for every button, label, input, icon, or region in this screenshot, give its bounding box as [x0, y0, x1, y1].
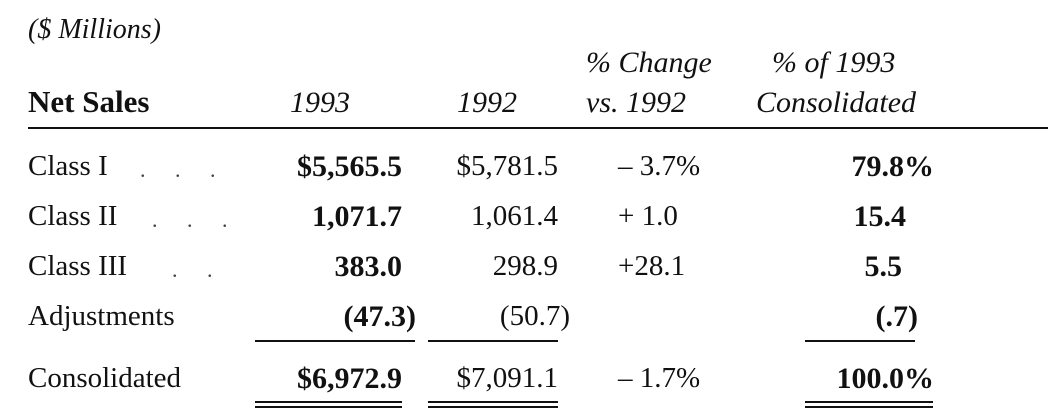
- value-1992-class-iii: 298.9: [492, 250, 558, 282]
- total-double-underline-1993: [255, 406, 402, 408]
- pct-class-iii: 5.5: [864, 250, 903, 283]
- row-label-class-iii: Class III: [28, 250, 128, 282]
- column-header-change-line1: % Change: [586, 46, 712, 79]
- change-consolidated: – 1.7%: [618, 362, 701, 394]
- change-class-ii: + 1.0: [618, 200, 678, 232]
- leader-dots: . .: [172, 257, 225, 282]
- change-class-i: – 3.7%: [618, 150, 701, 182]
- table-title: Net Sales: [28, 84, 150, 119]
- value-1992-class-ii: 1,061.4: [471, 200, 558, 232]
- row-label-class-ii: Class II: [28, 200, 118, 232]
- pct-class-ii: 15.4: [853, 200, 907, 233]
- total-double-underline-pct: [805, 406, 933, 408]
- column-header-pct-line1: % of 1993: [772, 46, 896, 79]
- row-label-class-i: Class I: [28, 150, 108, 182]
- leader-dots: . . .: [140, 157, 228, 182]
- value-1992-adjustments: (50.7): [499, 300, 570, 332]
- column-header-change-line2: vs. 1992: [586, 86, 686, 119]
- subtotal-underline-1992: [428, 340, 558, 342]
- leader-dots: . . .: [152, 207, 240, 232]
- column-header-1993: 1993: [290, 86, 350, 119]
- value-1992-class-i: $5,781.5: [456, 150, 559, 182]
- total-double-underline-1993: [255, 401, 402, 403]
- column-header-pct-line2: Consolidated: [756, 86, 917, 119]
- total-double-underline-pct: [805, 401, 933, 403]
- value-1993-class-i: $5,565.5: [297, 150, 402, 183]
- row-label-consolidated: Consolidated: [28, 362, 182, 394]
- value-1993-consolidated: $6,972.9: [297, 362, 402, 395]
- value-1993-class-ii: 1,071.7: [312, 200, 402, 233]
- total-double-underline-1992: [428, 401, 558, 403]
- value-1993-adjustments: (47.3): [343, 300, 416, 333]
- row-label-adjustments: Adjustments: [28, 300, 175, 332]
- value-1993-class-iii: 383.0: [334, 250, 403, 283]
- pct-class-i: 79.8%: [851, 150, 935, 183]
- change-class-iii: +28.1: [618, 250, 686, 282]
- header-rule: [28, 127, 1048, 129]
- units-note: ($ Millions): [28, 14, 161, 45]
- pct-adjustments: (.7): [875, 300, 918, 333]
- column-header-1992: 1992: [457, 86, 517, 119]
- subtotal-underline-1993: [255, 340, 415, 342]
- pct-consolidated: 100.0%: [836, 362, 935, 395]
- value-1992-consolidated: $7,091.1: [456, 362, 559, 394]
- total-double-underline-1992: [428, 406, 558, 408]
- subtotal-underline-pct: [805, 340, 915, 342]
